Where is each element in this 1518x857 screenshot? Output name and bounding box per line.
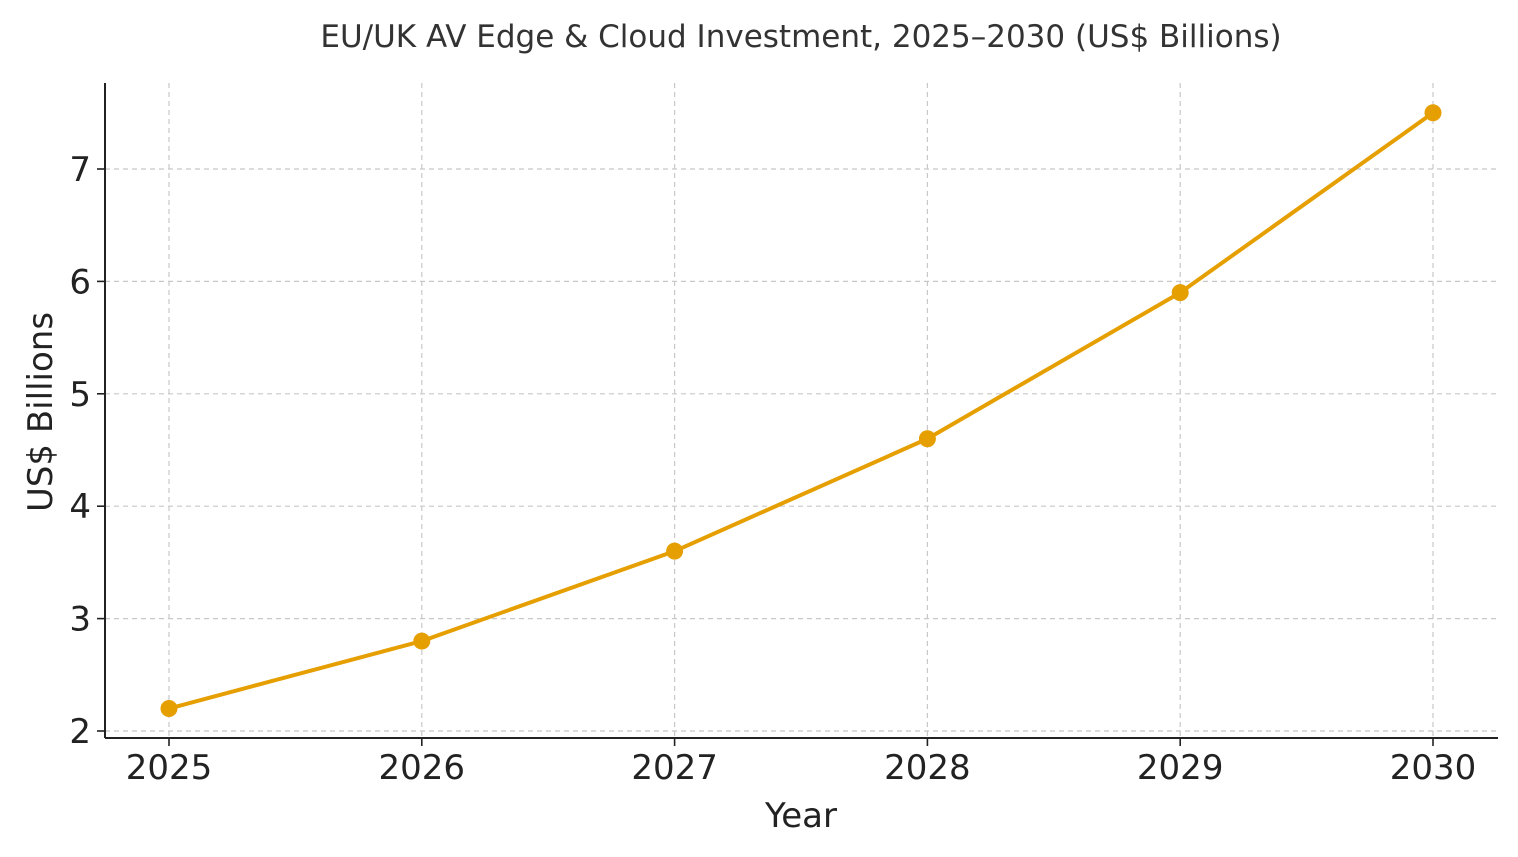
data-point [919, 430, 936, 447]
x-tick-label: 2029 [1137, 748, 1224, 788]
x-tick-label: 2030 [1390, 748, 1477, 788]
grid-lines [105, 83, 1498, 738]
y-tick-label: 5 [69, 375, 91, 415]
series-group [161, 104, 1442, 717]
x-tick-label: 2025 [126, 748, 213, 788]
y-tick-label: 6 [69, 262, 91, 302]
axes [105, 83, 1498, 738]
data-point [1172, 284, 1189, 301]
y-tick-label: 7 [69, 150, 91, 190]
data-point [1425, 104, 1442, 121]
y-tick-label: 4 [69, 487, 91, 527]
y-axis-title: US$ Billions [21, 312, 61, 512]
data-point [161, 700, 178, 717]
y-axis-ticks: 2 3 4 5 6 7 [69, 150, 105, 752]
data-point [413, 633, 430, 650]
x-tick-label: 2026 [379, 748, 466, 788]
chart-title: EU/UK AV Edge & Cloud Investment, 2025–2… [320, 19, 1281, 55]
data-point [666, 543, 683, 560]
x-axis-title: Year [764, 796, 837, 836]
y-tick-label: 3 [69, 600, 91, 640]
x-tick-label: 2027 [631, 748, 718, 788]
x-tick-label: 2028 [884, 748, 971, 788]
x-axis-ticks: 2025 2026 2027 2028 2029 2030 [126, 738, 1477, 788]
y-tick-label: 2 [69, 712, 91, 752]
